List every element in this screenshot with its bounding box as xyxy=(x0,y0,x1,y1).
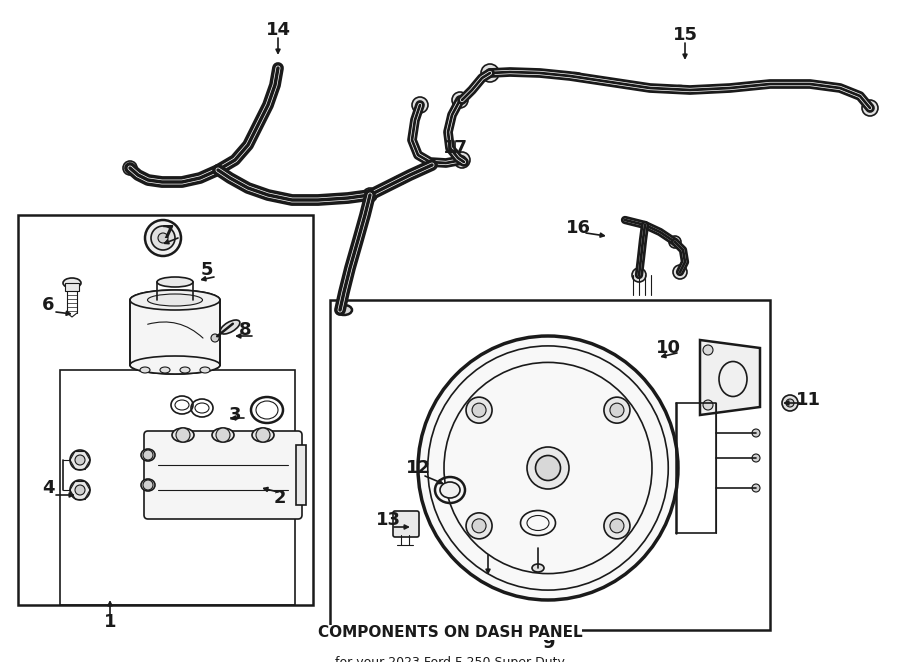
Text: 3: 3 xyxy=(229,406,241,424)
Text: 17: 17 xyxy=(443,139,467,157)
Text: 7: 7 xyxy=(162,224,175,242)
Ellipse shape xyxy=(157,277,193,287)
Ellipse shape xyxy=(180,367,190,373)
Ellipse shape xyxy=(130,356,220,374)
Bar xyxy=(18,215,313,605)
Ellipse shape xyxy=(212,428,234,442)
Ellipse shape xyxy=(141,449,155,461)
Text: 10: 10 xyxy=(655,339,680,357)
Bar xyxy=(330,300,770,630)
Circle shape xyxy=(145,220,181,256)
Ellipse shape xyxy=(252,428,274,442)
Circle shape xyxy=(604,513,630,539)
Ellipse shape xyxy=(673,86,687,92)
Circle shape xyxy=(610,403,624,417)
Ellipse shape xyxy=(200,367,210,373)
Circle shape xyxy=(75,485,85,495)
Text: 13: 13 xyxy=(375,511,401,529)
Circle shape xyxy=(412,97,428,113)
Circle shape xyxy=(158,233,168,243)
Circle shape xyxy=(143,480,153,490)
Text: 12: 12 xyxy=(406,459,430,477)
Circle shape xyxy=(472,519,486,533)
Circle shape xyxy=(256,428,270,442)
Text: for your 2023 Ford F-250 Super Duty: for your 2023 Ford F-250 Super Duty xyxy=(335,656,565,662)
Bar xyxy=(65,283,79,291)
Bar xyxy=(296,445,306,505)
Circle shape xyxy=(862,100,878,116)
FancyBboxPatch shape xyxy=(393,511,419,537)
Circle shape xyxy=(454,152,470,168)
Ellipse shape xyxy=(160,367,170,373)
Ellipse shape xyxy=(141,479,155,491)
Circle shape xyxy=(70,480,90,500)
Circle shape xyxy=(481,64,499,82)
Circle shape xyxy=(604,397,630,423)
Circle shape xyxy=(673,265,687,279)
Circle shape xyxy=(176,428,190,442)
Circle shape xyxy=(782,395,798,411)
Text: 6: 6 xyxy=(41,296,54,314)
Circle shape xyxy=(703,400,713,410)
Circle shape xyxy=(752,454,760,462)
Ellipse shape xyxy=(148,294,202,306)
Text: 15: 15 xyxy=(672,26,698,44)
Text: 16: 16 xyxy=(565,219,590,237)
Ellipse shape xyxy=(63,278,81,288)
Circle shape xyxy=(466,397,492,423)
Bar xyxy=(60,370,295,605)
Text: 14: 14 xyxy=(266,21,291,39)
Circle shape xyxy=(466,513,492,539)
Circle shape xyxy=(123,161,137,175)
Circle shape xyxy=(752,429,760,437)
Circle shape xyxy=(143,450,153,460)
Circle shape xyxy=(452,92,468,108)
Text: 8: 8 xyxy=(238,321,251,339)
Circle shape xyxy=(363,188,377,202)
Ellipse shape xyxy=(140,367,150,373)
Text: 4: 4 xyxy=(41,479,54,497)
Text: COMPONENTS ON DASH PANEL: COMPONENTS ON DASH PANEL xyxy=(318,625,582,640)
Ellipse shape xyxy=(440,482,460,498)
Ellipse shape xyxy=(130,356,220,374)
Circle shape xyxy=(632,268,646,282)
Circle shape xyxy=(216,428,230,442)
Ellipse shape xyxy=(130,290,220,310)
Ellipse shape xyxy=(568,73,582,79)
Circle shape xyxy=(786,399,794,407)
Circle shape xyxy=(669,236,681,248)
Ellipse shape xyxy=(418,336,678,600)
Text: 1: 1 xyxy=(104,613,116,631)
Circle shape xyxy=(703,345,713,355)
Text: 9: 9 xyxy=(542,634,554,652)
Circle shape xyxy=(472,403,486,417)
Ellipse shape xyxy=(532,564,544,572)
Ellipse shape xyxy=(172,428,194,442)
Ellipse shape xyxy=(130,290,220,310)
Circle shape xyxy=(752,484,760,492)
Ellipse shape xyxy=(393,175,407,184)
Circle shape xyxy=(75,455,85,465)
Circle shape xyxy=(70,450,90,470)
Ellipse shape xyxy=(536,455,561,481)
Ellipse shape xyxy=(527,447,569,489)
Ellipse shape xyxy=(220,320,239,334)
Circle shape xyxy=(151,226,175,250)
Circle shape xyxy=(610,519,624,533)
Text: 11: 11 xyxy=(796,391,821,409)
Ellipse shape xyxy=(336,305,352,315)
Polygon shape xyxy=(700,340,760,415)
Text: 5: 5 xyxy=(201,261,213,279)
FancyBboxPatch shape xyxy=(144,431,302,519)
Circle shape xyxy=(211,334,219,342)
Text: 2: 2 xyxy=(274,489,286,507)
Bar xyxy=(130,300,220,365)
